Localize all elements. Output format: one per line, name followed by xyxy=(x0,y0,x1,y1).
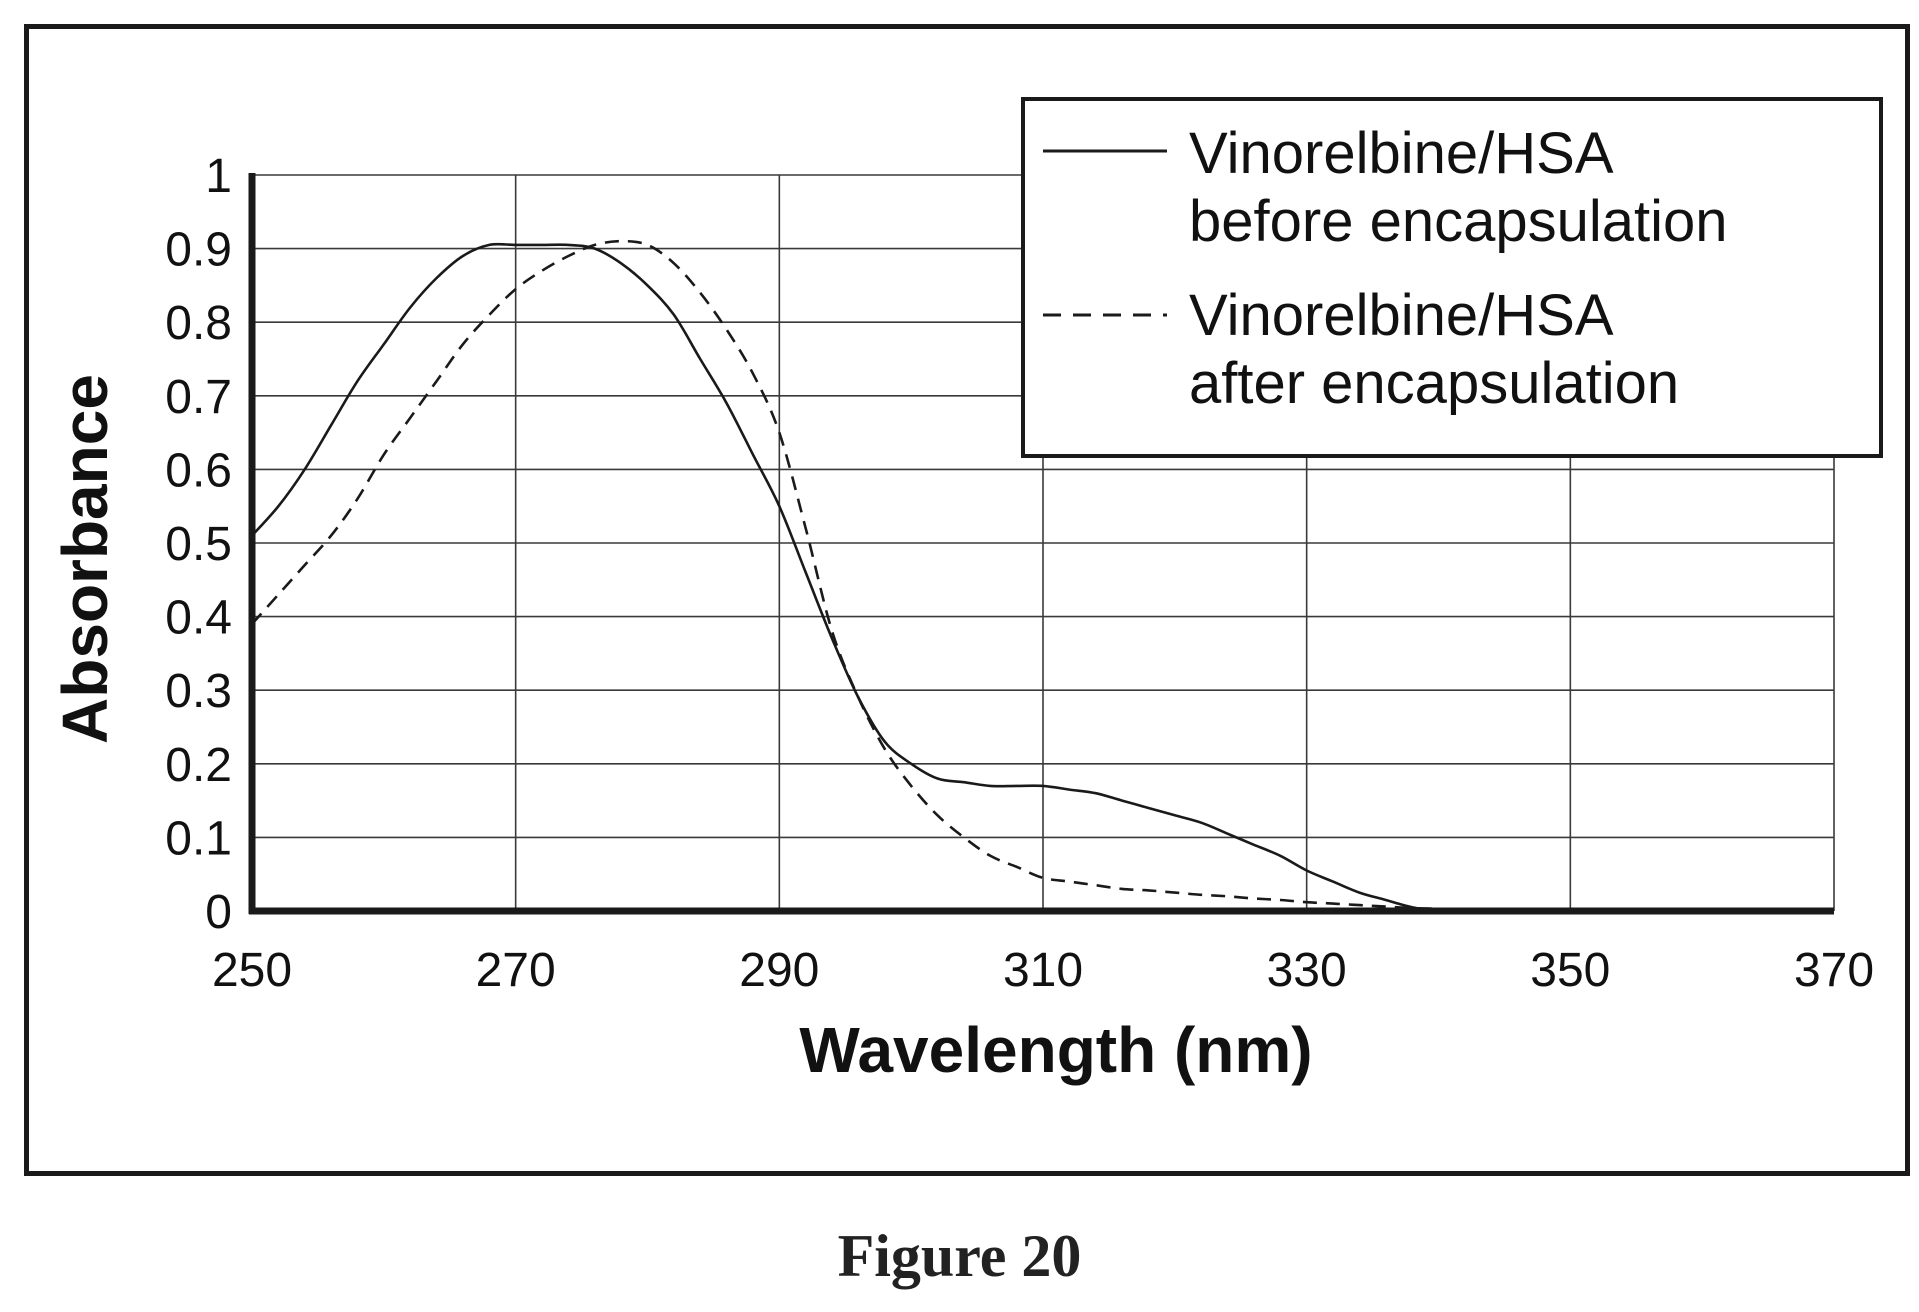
x-tick-label: 250 xyxy=(212,944,292,997)
legend: Vinorelbine/HSA before encapsulation Vin… xyxy=(1021,97,1883,458)
x-tick-label: 350 xyxy=(1530,944,1610,997)
y-axis-title: Absorbance xyxy=(49,374,121,744)
y-tick-label: 0.1 xyxy=(165,812,232,865)
x-tick-label: 290 xyxy=(739,944,819,997)
y-tick-label: 0.3 xyxy=(165,665,232,718)
legend-label-before-line2: before encapsulation xyxy=(1189,189,1728,254)
series-line-after-encapsulation xyxy=(251,239,1834,913)
x-tick-label: 310 xyxy=(1003,944,1083,997)
grid-layer xyxy=(252,174,1835,911)
x-tick-label: 330 xyxy=(1267,944,1347,997)
chart-frame: 0 0.1 0.2 0.3 0.4 0.5 0.6 0.7 0.8 0.9 1 250 270 290 31… xyxy=(24,24,1910,1176)
y-tick-label: 0 xyxy=(205,886,232,939)
y-tick-label: 0.7 xyxy=(165,371,232,424)
legend-label-after: Vinorelbine/HSA after encapsulation xyxy=(1189,283,1679,416)
tick-labels: 0 0.1 0.2 0.3 0.4 0.5 0.6 0.7 0.8 0.9 1 250 270 290 31… xyxy=(165,150,1874,997)
figure-caption: Figure 20 xyxy=(837,1223,1082,1289)
absorbance-chart: 0 0.1 0.2 0.3 0.4 0.5 0.6 0.7 0.8 0.9 1 250 270 290 31… xyxy=(49,97,1883,1086)
legend-label-before-line1: Vinorelbine/HSA xyxy=(1189,121,1614,186)
y-tick-label: 0.2 xyxy=(165,739,232,792)
legend-label-after-line1: Vinorelbine/HSA xyxy=(1189,283,1614,348)
y-tick-label: 0.6 xyxy=(165,444,232,497)
y-tick-label: 0.4 xyxy=(165,592,232,645)
x-tick-label: 270 xyxy=(476,944,556,997)
y-tick-label: 0.8 xyxy=(165,297,232,350)
series-line-before-encapsulation xyxy=(251,242,1834,913)
legend-box xyxy=(1021,97,1883,458)
x-axis-title: Wavelength (nm) xyxy=(799,1014,1312,1086)
legend-label-before: Vinorelbine/HSA before encapsulation xyxy=(1189,121,1728,254)
x-tick-label: 370 xyxy=(1794,944,1874,997)
y-tick-label: 1 xyxy=(205,150,232,203)
y-tick-label: 0.5 xyxy=(165,518,232,571)
y-tick-label: 0.9 xyxy=(165,224,232,277)
legend-label-after-line2: after encapsulation xyxy=(1189,351,1679,416)
series-layer xyxy=(251,239,1834,913)
